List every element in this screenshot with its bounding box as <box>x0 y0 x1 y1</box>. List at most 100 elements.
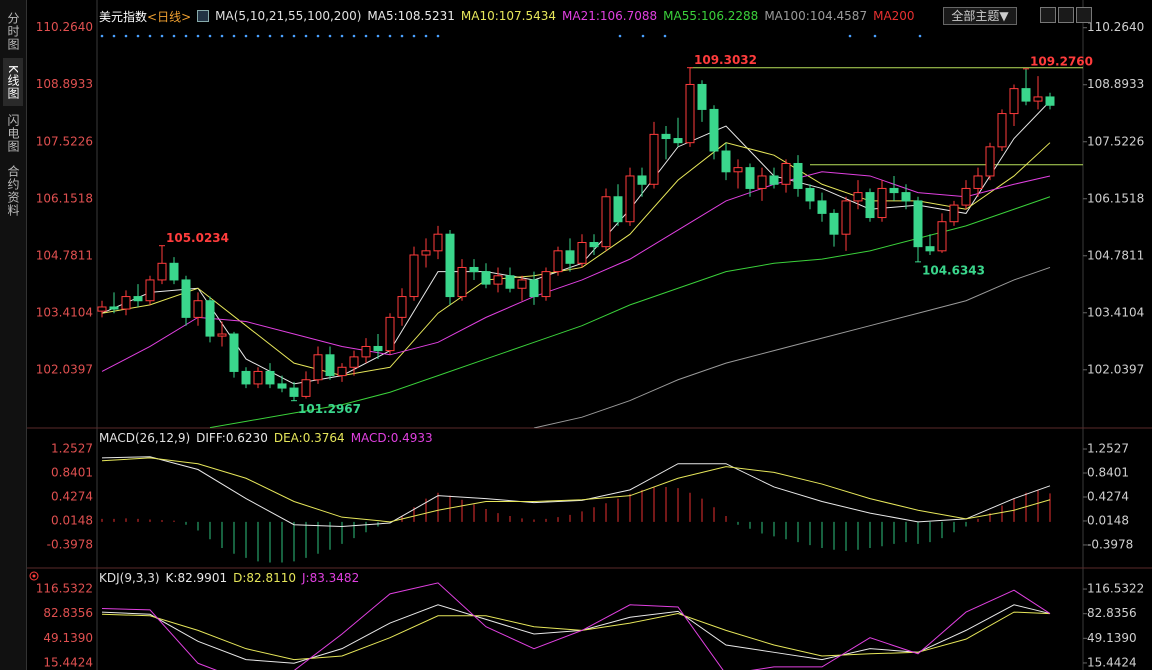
y-tick-label: 82.8356 <box>43 606 93 620</box>
candle-body <box>337 366 347 377</box>
candle-body <box>589 242 599 248</box>
signal-dot <box>244 34 248 38</box>
candle-body <box>757 175 767 189</box>
legend-entry: D:82.8110 <box>233 571 296 585</box>
signal-dot <box>424 34 428 38</box>
candle-body <box>181 279 191 318</box>
extreme-label: 104.6343 <box>922 263 985 277</box>
candle-body <box>553 250 563 273</box>
candle-body <box>577 242 587 264</box>
chart-subtitle: <日线> <box>147 9 192 24</box>
candle-body <box>709 108 719 152</box>
signal-dot <box>136 34 140 38</box>
indicator-line <box>101 171 1051 372</box>
candle-body <box>805 187 815 202</box>
signal-dot <box>918 34 922 38</box>
candle-body <box>685 83 695 144</box>
extreme-label: 109.2760 <box>1030 54 1093 68</box>
candle-body <box>961 187 971 206</box>
title-group: 美元指数<日线> <box>99 8 191 25</box>
legend: MACD(26,12,9) DIFF:0.6230 DEA:0.3764 MACD:0… <box>99 430 433 446</box>
candle-body <box>697 83 707 110</box>
candle-body <box>193 300 203 318</box>
candle-body <box>649 133 659 185</box>
legend-entry: MA55:106.2288 <box>663 9 759 23</box>
sidebar-tab[interactable]: K线图 <box>3 58 23 106</box>
signal-dot <box>364 34 368 38</box>
candle-body <box>865 192 875 219</box>
signal-dot <box>112 34 116 38</box>
signal-dot <box>208 34 212 38</box>
signal-dot <box>352 34 356 38</box>
candle-body <box>505 275 515 289</box>
toolbar-icon[interactable] <box>1058 7 1074 23</box>
candle-body <box>373 345 383 352</box>
legend-entry: DEA:0.3764 <box>273 431 345 445</box>
candle-body <box>817 200 827 214</box>
candle-body <box>889 187 899 194</box>
indicator-line <box>101 457 1051 523</box>
sidebar-tab[interactable]: 闪电图 <box>6 113 20 153</box>
candle-body <box>445 233 455 298</box>
sidebar-tab[interactable]: 合约资料 <box>6 165 20 217</box>
y-tick-label: 0.0148 <box>51 513 93 527</box>
y-tick-label: 107.5226 <box>36 134 93 148</box>
chart-icon[interactable] <box>197 10 210 22</box>
theme-button[interactable]: 全部主题▼ <box>943 7 1017 25</box>
y-tick-label: 1.2527 <box>1087 442 1129 456</box>
plot-area <box>101 456 1051 563</box>
candle-body <box>829 212 839 235</box>
extreme-label: 109.3032 <box>694 53 757 67</box>
y-tick-label: 106.1518 <box>1087 191 1144 205</box>
y-tick-label: 102.0397 <box>36 362 93 376</box>
candle-body <box>721 150 731 173</box>
legend-entry: K:82.9901 <box>165 571 228 585</box>
panel-icon <box>32 574 36 578</box>
candle-body <box>481 271 491 285</box>
y-tick-label: 108.8933 <box>1087 77 1144 91</box>
y-tick-label: 49.1390 <box>1087 631 1137 645</box>
y-tick-label: 116.5322 <box>36 582 93 596</box>
toolbar-icon[interactable] <box>1076 7 1092 23</box>
legend-entry: J:83.3482 <box>302 571 360 585</box>
candle-body <box>205 300 215 337</box>
candle-body <box>745 167 755 189</box>
legend-entry: MA10:107.5434 <box>460 9 557 23</box>
candle-body <box>385 316 395 352</box>
candle-body <box>529 279 539 298</box>
candle-body <box>661 133 671 140</box>
candle-body <box>517 279 527 289</box>
y-tick-label: 0.0148 <box>1087 513 1129 527</box>
candle-body <box>841 200 851 235</box>
sidebar-tab[interactable]: 分时图 <box>6 11 20 51</box>
signal-dot <box>848 34 852 38</box>
candle-body <box>901 192 911 202</box>
indicator-label: MA(5,10,21,55,100,200) <box>215 9 362 23</box>
candle-body <box>625 175 635 223</box>
candle-body <box>541 271 551 298</box>
y-tick-label: 15.4424 <box>43 655 93 669</box>
y-tick-label: 1.2527 <box>51 442 93 456</box>
candle-body <box>565 250 575 264</box>
signal-dot <box>268 34 272 38</box>
signal-dot <box>148 34 152 38</box>
y-tick-label: 0.4274 <box>51 489 93 503</box>
candle-body <box>781 162 791 185</box>
signal-dot <box>232 34 236 38</box>
candle-body <box>601 196 611 248</box>
y-tick-label: 15.4424 <box>1087 655 1137 669</box>
signal-dot <box>618 34 622 38</box>
panel-icon <box>29 571 39 581</box>
candle-body <box>109 306 119 310</box>
toolbar-icon[interactable] <box>1040 7 1056 23</box>
candle-body <box>253 370 263 385</box>
y-tick-label: -0.3978 <box>47 537 93 551</box>
candle-body <box>133 296 143 302</box>
plot-area <box>101 582 1051 670</box>
candle-body <box>301 379 311 397</box>
signal-dot <box>196 34 200 38</box>
candle-body <box>229 333 239 372</box>
y-tick-label: 107.5226 <box>1087 134 1144 148</box>
signal-dot <box>641 34 645 38</box>
